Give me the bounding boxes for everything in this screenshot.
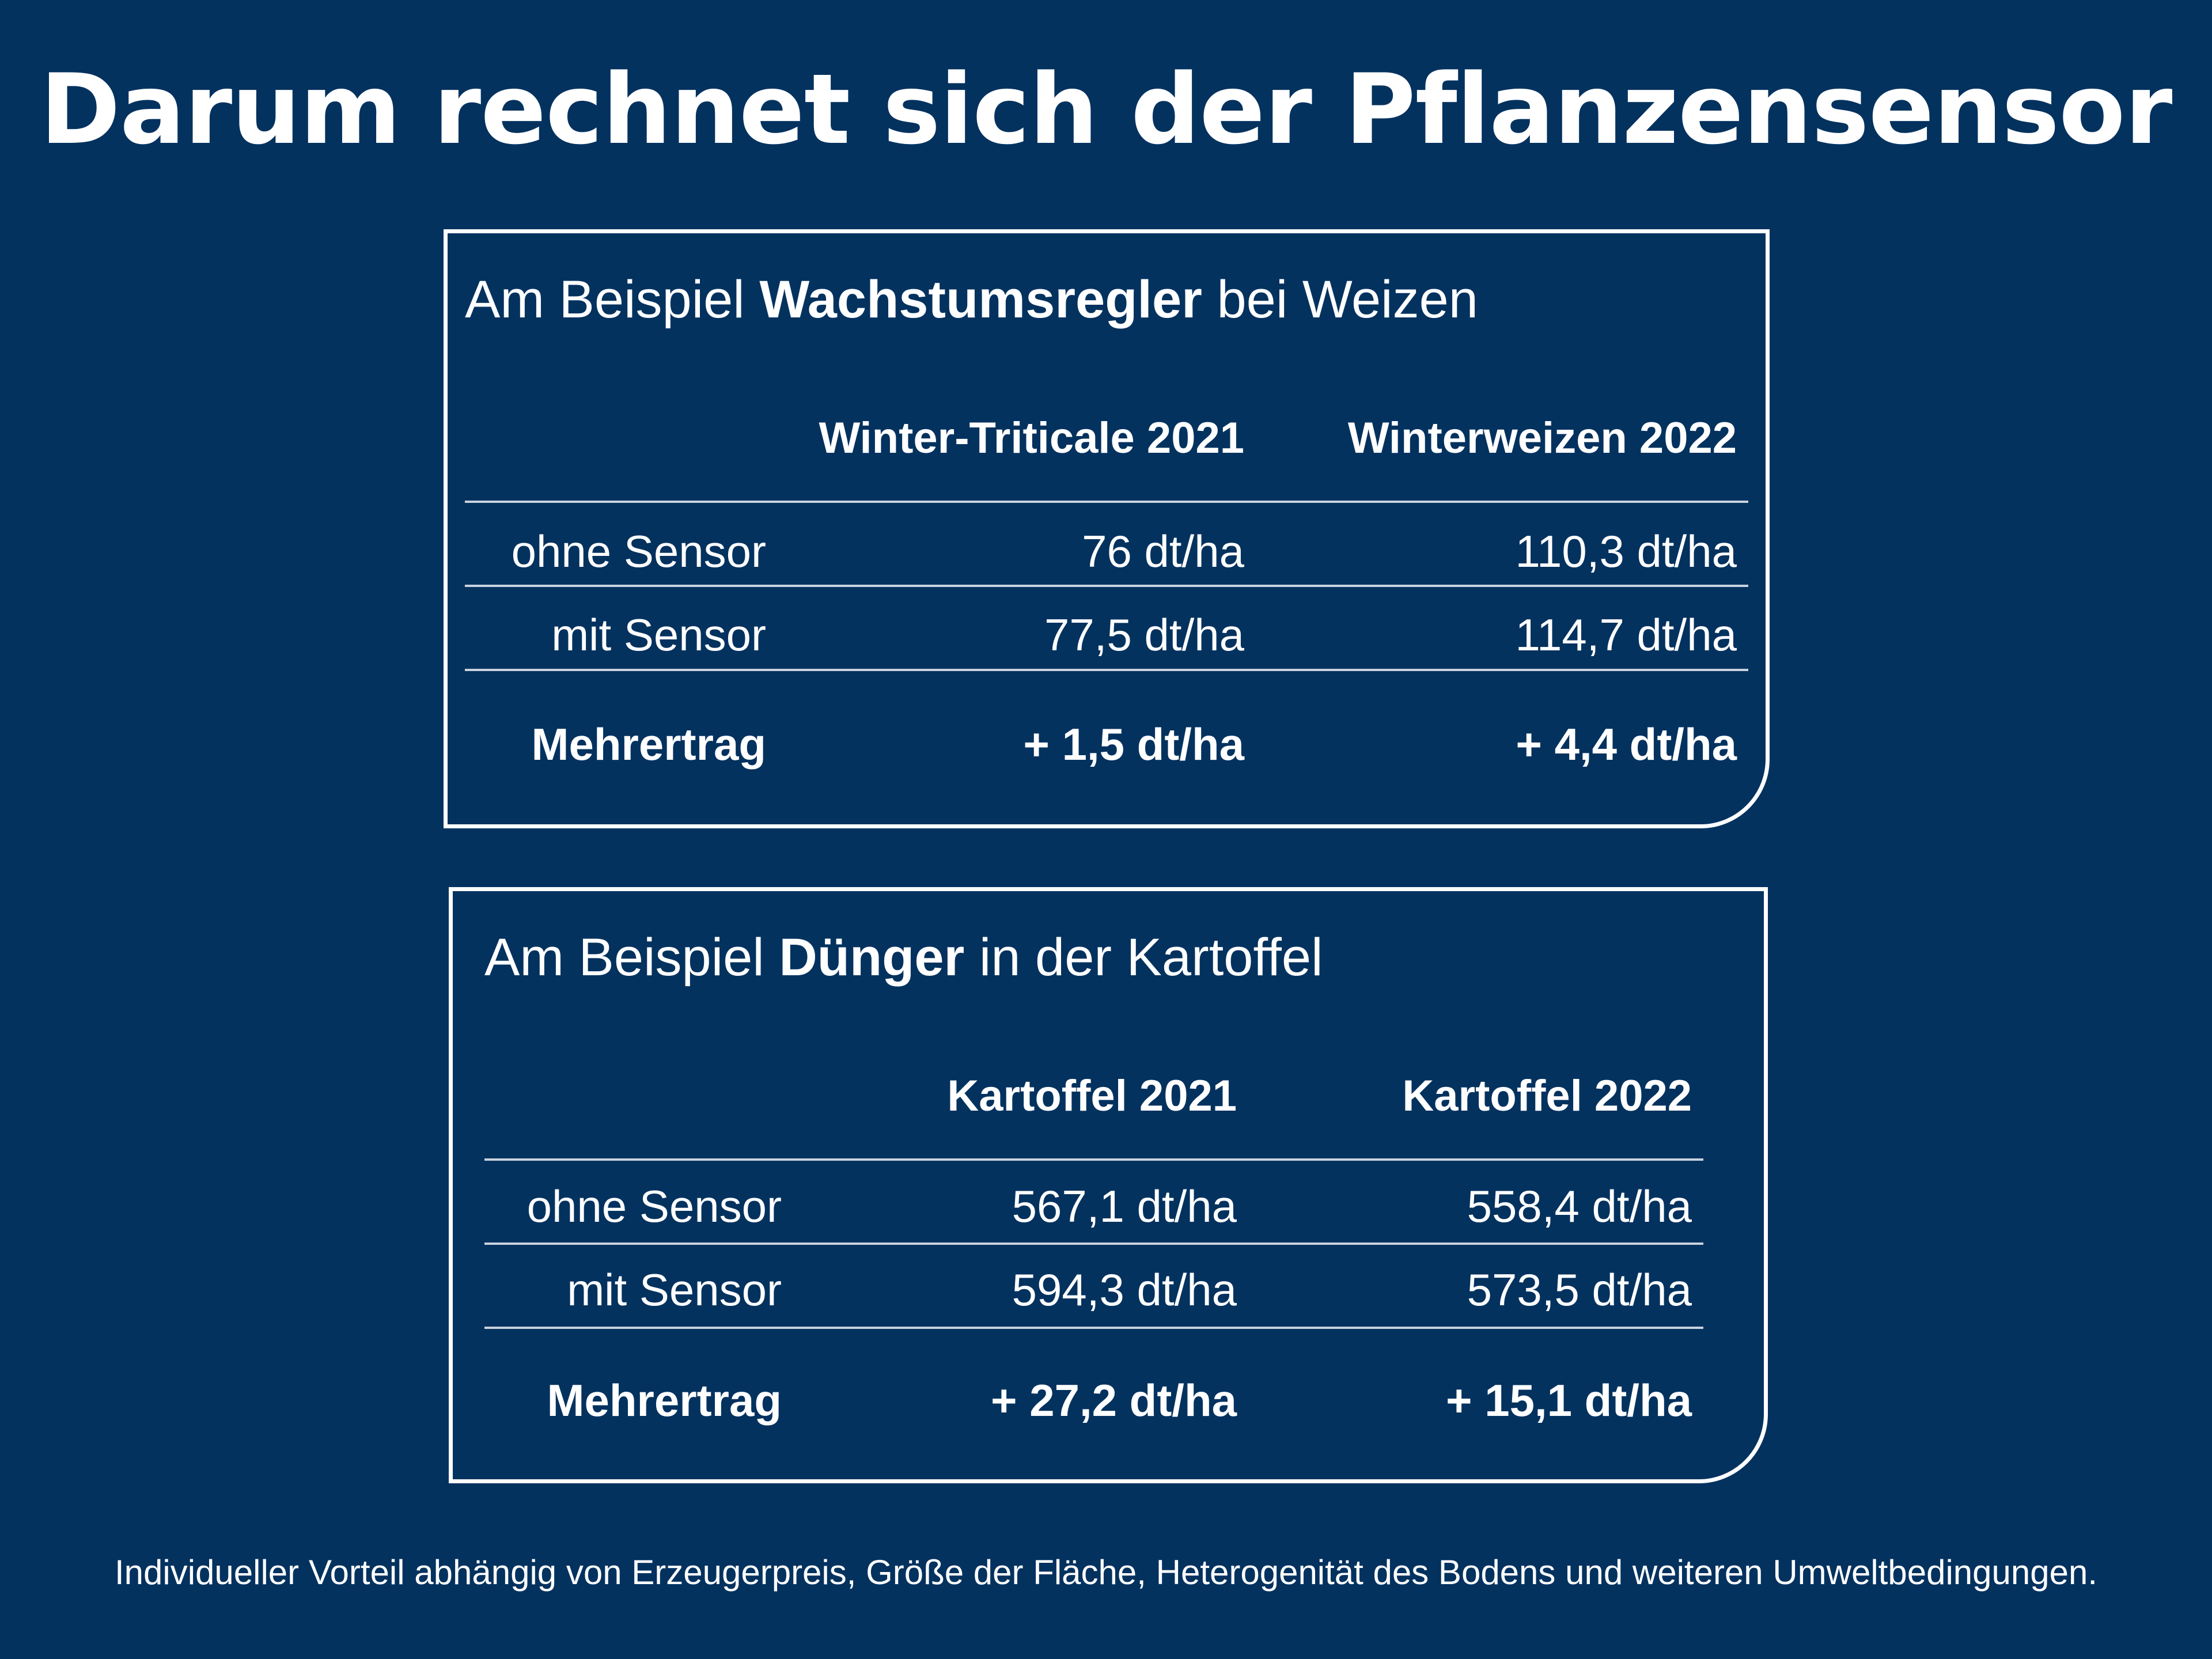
table-cell: + 1,5 dt/ha: [1023, 719, 1244, 770]
row-label: ohne Sensor: [527, 1181, 782, 1232]
card-title: Am Beispiel Dünger in der Kartoffel: [484, 926, 1323, 989]
table-row: ohne Sensor 567,1 dt/ha 558,4 dt/ha: [484, 1165, 1703, 1248]
card-title-keyword: Dünger: [779, 928, 965, 987]
table-divider: [484, 1327, 1703, 1329]
column-header: Winterweizen 2022: [1347, 414, 1737, 463]
table-cell: 110,3 dt/ha: [1515, 526, 1737, 577]
card-growth-regulator-wheat: Am Beispiel Wachstumsregler bei Weizen W…: [444, 229, 1770, 828]
table-divider: [484, 1243, 1703, 1245]
table-divider: [465, 501, 1748, 503]
card-title-suffix: in der Kartoffel: [964, 928, 1323, 987]
table-cell: 558,4 dt/ha: [1467, 1181, 1692, 1232]
column-header: Kartoffel 2022: [1402, 1071, 1692, 1120]
table-divider: [465, 585, 1748, 587]
row-label: Mehrertrag: [547, 1375, 782, 1426]
table-cell: + 27,2 dt/ha: [990, 1375, 1237, 1426]
row-label: Mehrertrag: [531, 719, 766, 770]
table-divider: [465, 669, 1748, 671]
table-cell: + 15,1 dt/ha: [1445, 1375, 1692, 1426]
table-cell: + 4,4 dt/ha: [1516, 719, 1737, 770]
footnote: Individueller Vorteil abhängig von Erzeu…: [114, 1553, 2098, 1592]
column-header: Kartoffel 2021: [947, 1071, 1237, 1120]
row-label: ohne Sensor: [511, 526, 766, 577]
card-title-suffix: bei Weizen: [1202, 270, 1478, 329]
table-cell: 594,3 dt/ha: [1012, 1264, 1237, 1315]
table-cell: 573,5 dt/ha: [1467, 1264, 1692, 1315]
card-title: Am Beispiel Wachstumsregler bei Weizen: [465, 268, 1478, 331]
table-row: ohne Sensor 76 dt/ha 110,3 dt/ha: [465, 510, 1748, 593]
row-label: mit Sensor: [567, 1264, 782, 1315]
card-fertilizer-potato: Am Beispiel Dünger in der Kartoffel Kart…: [449, 887, 1768, 1483]
table-row: mit Sensor 594,3 dt/ha 573,5 dt/ha: [484, 1248, 1703, 1332]
table-row: mit Sensor 77,5 dt/ha 114,7 dt/ha: [465, 593, 1748, 677]
column-header: Winter-Triticale 2021: [819, 414, 1244, 463]
table-row-total: Mehrertrag + 27,2 dt/ha + 15,1 dt/ha: [484, 1359, 1703, 1442]
card-title-prefix: Am Beispiel: [484, 928, 779, 987]
card-title-prefix: Am Beispiel: [465, 270, 760, 329]
table-divider: [484, 1158, 1703, 1161]
row-label: mit Sensor: [551, 609, 766, 660]
table-cell: 76 dt/ha: [1082, 526, 1244, 577]
table-cell: 77,5 dt/ha: [1044, 609, 1244, 660]
table-cell: 114,7 dt/ha: [1515, 609, 1737, 660]
card-title-keyword: Wachstumsregler: [759, 270, 1202, 329]
table-row-total: Mehrertrag + 1,5 dt/ha + 4,4 dt/ha: [465, 703, 1748, 786]
page-title: Darum rechnet sich der Pflanzensensor: [40, 53, 2173, 166]
table-cell: 567,1 dt/ha: [1012, 1181, 1237, 1232]
